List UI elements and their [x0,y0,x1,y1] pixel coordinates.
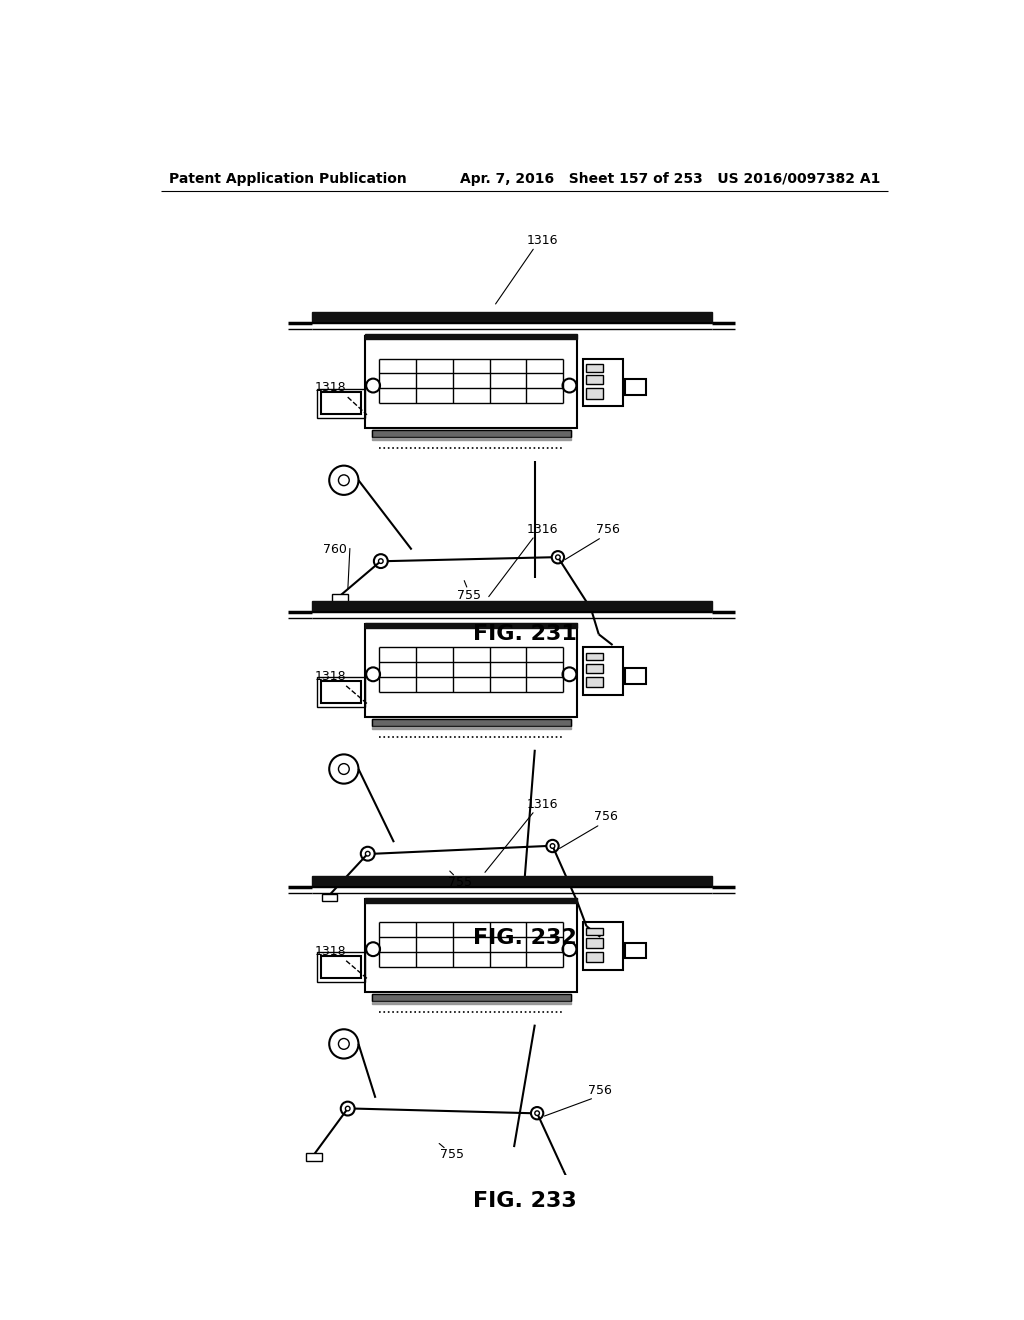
Bar [316,388,365,418]
Bar [372,994,571,1001]
Text: 756: 756 [596,523,620,536]
Bar [586,375,602,384]
Bar [311,313,712,323]
Bar [321,956,360,978]
Bar [311,876,712,887]
Bar [366,623,578,628]
Text: 1316: 1316 [526,523,558,536]
Bar [625,668,646,684]
Bar [625,942,646,958]
Bar [625,379,646,395]
Bar [366,624,578,717]
Bar [321,681,360,702]
Circle shape [339,1039,349,1049]
Bar [372,719,571,726]
Bar [586,388,602,399]
Circle shape [366,851,370,857]
Text: Apr. 7, 2016   Sheet 157 of 253   US 2016/0097382 A1: Apr. 7, 2016 Sheet 157 of 253 US 2016/00… [460,172,881,186]
Text: FIG. 231: FIG. 231 [473,624,577,644]
Bar [333,594,348,602]
Bar [372,430,571,437]
Text: 1318: 1318 [315,671,346,684]
Text: Patent Application Publication: Patent Application Publication [169,172,407,186]
Bar [306,1154,322,1162]
Bar [586,664,602,673]
Bar [584,923,624,970]
Bar [372,430,571,437]
Bar [372,1002,571,1003]
Bar [366,899,578,991]
Bar [316,677,365,706]
Circle shape [339,763,349,775]
Text: FIG. 233: FIG. 233 [473,1191,577,1210]
Circle shape [556,554,560,560]
Circle shape [550,843,555,849]
Bar [586,928,602,936]
Bar [366,334,578,339]
Bar [366,335,578,428]
Bar [586,677,602,688]
Bar [322,894,337,902]
Text: 755: 755 [440,1148,465,1162]
Text: FIG. 232: FIG. 232 [473,928,577,948]
Bar [372,719,571,726]
Bar [372,994,571,1001]
Text: 756: 756 [589,1084,612,1097]
Bar [372,438,571,441]
Circle shape [379,558,383,564]
Text: 1316: 1316 [526,234,558,247]
Bar [372,726,571,729]
Text: 1316: 1316 [526,797,558,810]
Bar [586,952,602,962]
Bar [586,364,602,372]
Bar [311,601,712,612]
Bar [366,898,578,903]
Bar [586,939,602,948]
Text: 1318: 1318 [315,945,346,958]
Text: 755: 755 [458,589,481,602]
Bar [586,653,602,660]
Bar [316,952,365,982]
Circle shape [345,1106,350,1111]
Circle shape [535,1111,540,1115]
Bar [584,647,624,696]
Text: 760: 760 [323,543,346,556]
Text: 755: 755 [449,875,472,888]
Text: 756: 756 [595,810,618,824]
Bar [321,392,360,414]
Text: 1318: 1318 [315,381,346,395]
Bar [584,359,624,407]
Circle shape [339,475,349,486]
